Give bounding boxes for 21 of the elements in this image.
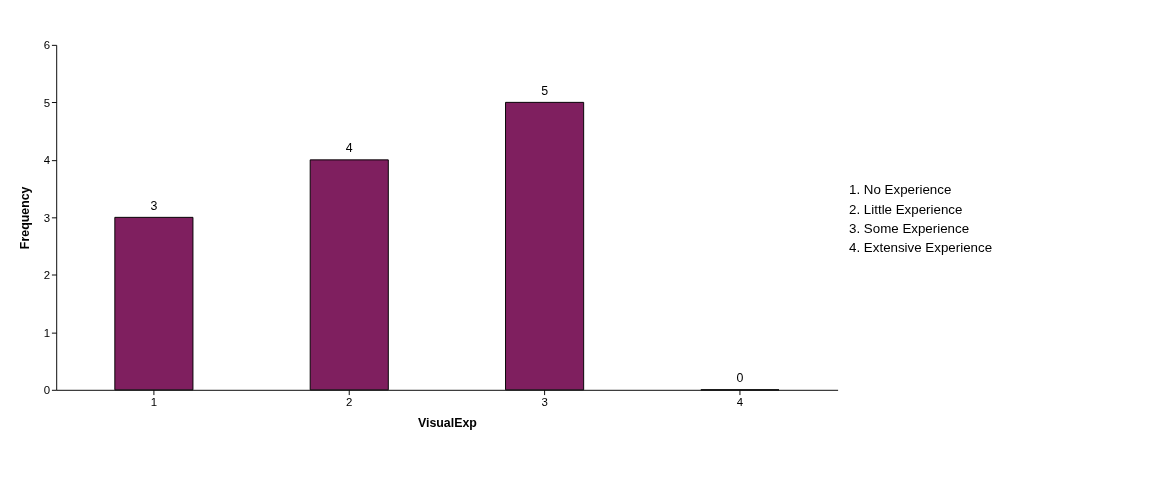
y-tick-label: 2 [43, 269, 51, 282]
y-tick-label: 1 [43, 326, 51, 339]
data-label: 4 [345, 141, 353, 156]
x-tick-label: 1 [150, 395, 158, 408]
data-label: 0 [736, 371, 744, 386]
y-tick-label: 4 [43, 154, 51, 167]
y-tick-label: 6 [43, 39, 51, 52]
text: 4. Extensive Experience [849, 239, 993, 255]
data-label: 3 [150, 198, 158, 213]
text: 3. Some Experience [849, 220, 970, 236]
x-axis-title: VisualExp [417, 415, 478, 430]
text: 2. Little Experience [849, 201, 963, 217]
x-tick-label: 2 [346, 395, 353, 408]
x-tick-label: 3 [541, 395, 548, 408]
text: 1. No Experience [849, 182, 952, 198]
y-tick-label: 3 [43, 211, 51, 224]
y-tick-label: 5 [43, 96, 51, 109]
data-label: 5 [541, 83, 549, 98]
y-axis-title: Frequency [18, 186, 33, 250]
y-tick-label: 0 [43, 384, 51, 397]
x-tick-label: 4 [736, 395, 744, 408]
